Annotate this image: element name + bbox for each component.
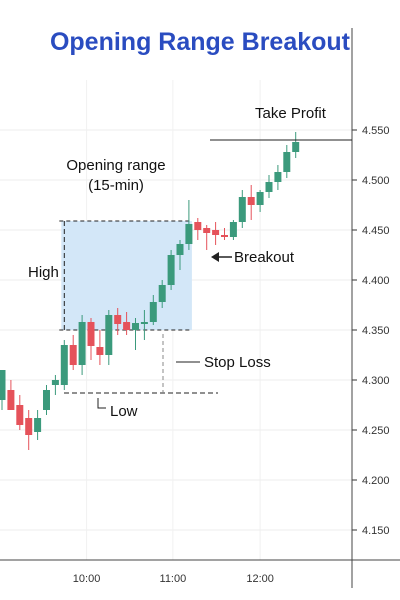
- candle-body: [43, 390, 50, 410]
- candle-body: [212, 230, 220, 235]
- y-tick-label: 4.200: [362, 475, 390, 487]
- candle-body: [87, 322, 95, 346]
- candle-body: [78, 322, 86, 365]
- x-tick-label: 12:00: [246, 573, 274, 585]
- y-tick-label: 4.400: [362, 275, 390, 287]
- candle-body: [123, 322, 131, 330]
- take-profit-label: Take Profit: [255, 105, 327, 122]
- candle-body: [158, 285, 166, 302]
- y-tick-label: 4.300: [362, 375, 390, 387]
- candle-body: [229, 222, 237, 237]
- candle-body: [149, 302, 157, 322]
- low-bracket: [97, 398, 106, 409]
- candle-body: [69, 345, 77, 365]
- candle-body: [7, 390, 15, 410]
- x-tick-label: 11:00: [160, 573, 187, 585]
- stop-loss-label: Stop Loss: [204, 354, 271, 371]
- candle-body: [0, 370, 6, 400]
- y-tick-label: 4.150: [362, 525, 390, 537]
- candle-body: [221, 235, 228, 237]
- candle-body: [256, 192, 264, 205]
- candle-body: [96, 347, 104, 355]
- y-tick-label: 4.500: [362, 175, 390, 187]
- candle-body: [105, 315, 113, 355]
- candle-body: [292, 142, 300, 152]
- low-label: Low: [110, 403, 138, 420]
- y-tick-label: 4.550: [362, 125, 390, 137]
- candle-body: [185, 224, 193, 244]
- x-tick-label: 10:00: [73, 573, 101, 585]
- candle-body: [265, 182, 273, 192]
- candle-body: [176, 244, 184, 255]
- y-tick-label: 4.250: [362, 425, 390, 437]
- candle-body: [274, 172, 282, 182]
- breakout-label: Breakout: [234, 249, 295, 266]
- candle-body: [238, 197, 246, 222]
- opening-range-label: (15-min): [88, 177, 144, 194]
- candle-body: [34, 418, 42, 432]
- candle-body: [203, 228, 211, 233]
- breakout-arrow-head: [211, 252, 219, 262]
- candle-body: [194, 222, 202, 230]
- y-tick-label: 4.350: [362, 325, 390, 337]
- candle-body: [132, 323, 139, 330]
- candle-body: [16, 405, 24, 425]
- candle-body: [167, 255, 175, 285]
- chart-title: Opening Range Breakout: [49, 28, 351, 56]
- high-label: High: [28, 264, 59, 281]
- opening-range-label: Opening range: [66, 157, 165, 174]
- candle-body: [60, 345, 68, 385]
- candle-body: [25, 418, 33, 435]
- candle-body: [140, 322, 148, 324]
- candle-body: [247, 197, 255, 205]
- candle-body: [51, 380, 59, 385]
- candle-body: [283, 152, 291, 172]
- candle-body: [114, 315, 122, 324]
- y-tick-label: 4.450: [362, 225, 390, 237]
